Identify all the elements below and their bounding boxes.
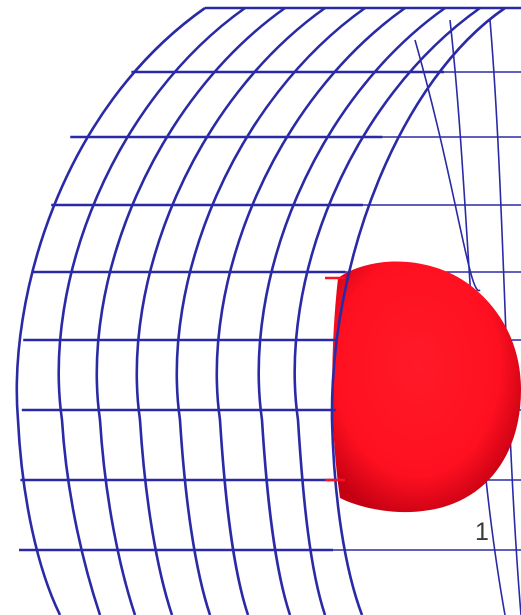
label-1: 1 bbox=[475, 518, 489, 546]
cylinder-meridian-3 bbox=[135, 6, 326, 615]
red-sphere bbox=[332, 261, 521, 513]
cylinder-left-edge bbox=[15, 6, 206, 615]
inner-meridian-3 bbox=[414, 39, 481, 292]
inner-meridian-2 bbox=[489, 19, 521, 615]
cylinder-outer-grid bbox=[15, 6, 521, 615]
cylinder-front-rim bbox=[330, 6, 506, 615]
